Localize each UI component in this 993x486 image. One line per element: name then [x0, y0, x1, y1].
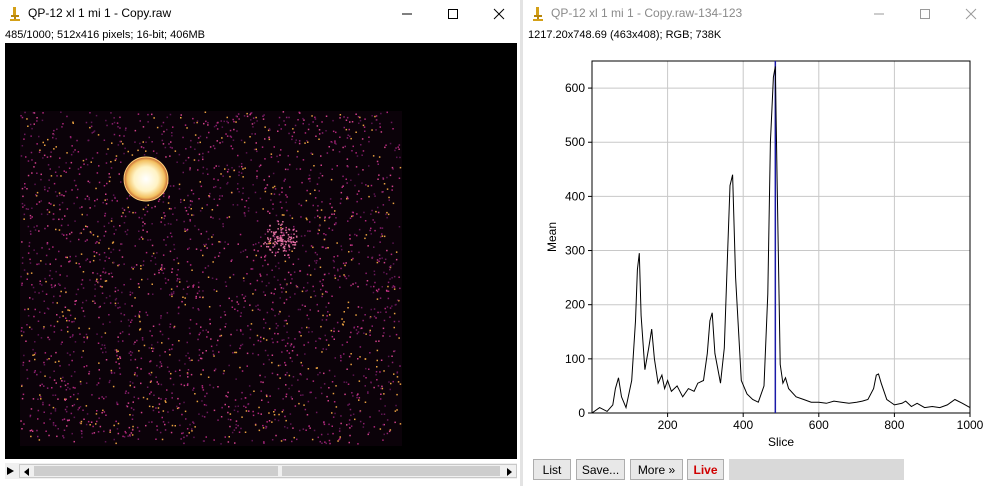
scroll-thumb[interactable]	[34, 466, 278, 476]
series-line	[591, 66, 971, 414]
window-separator	[520, 0, 523, 486]
x-axis-label: Slice	[768, 435, 794, 449]
more-button[interactable]: More »	[630, 459, 683, 480]
plot-window: QP-12 xl 1 mi 1 - Copy.raw-134-123 1217.…	[523, 0, 993, 486]
plot-area[interactable]: 200 400 600 800 1000 0 100 200 300 400 500 600 Slic…	[523, 43, 993, 453]
x-tick-label: 800	[884, 418, 904, 432]
x-tick-label: 1000	[957, 418, 984, 432]
close-icon	[965, 8, 977, 20]
y-tick-label: 400	[565, 189, 585, 203]
microscope-icon	[10, 7, 20, 21]
title-bar[interactable]: QP-12 xl 1 mi 1 - Copy.raw-134-123	[523, 0, 993, 28]
status-field	[729, 459, 904, 480]
scroll-left-icon[interactable]	[22, 467, 32, 477]
scroll-right-icon[interactable]	[504, 467, 514, 477]
close-button[interactable]	[476, 0, 520, 28]
x-tick-label: 600	[809, 418, 829, 432]
y-tick-label: 300	[565, 244, 585, 258]
live-button[interactable]: Live	[687, 459, 724, 480]
y-axis-label: Mean	[545, 222, 559, 252]
y-tick-label: 500	[565, 135, 585, 149]
scroll-track[interactable]	[19, 464, 517, 478]
image-window: QP-12 xl 1 mi 1 - Copy.raw 485/1000; 512…	[0, 0, 520, 479]
y-tick-label: 100	[565, 352, 585, 366]
minimize-button[interactable]	[856, 0, 902, 28]
list-button[interactable]: List	[533, 459, 571, 480]
scroll-track-remainder	[282, 466, 500, 476]
minimize-icon	[402, 13, 412, 15]
microscope-icon	[533, 7, 543, 21]
maximize-button[interactable]	[430, 0, 476, 28]
plot-buttons: List Save... More » Live	[523, 456, 993, 486]
maximize-button[interactable]	[902, 0, 948, 28]
play-icon[interactable]	[5, 463, 17, 479]
maximize-icon	[920, 9, 930, 19]
close-button[interactable]	[948, 0, 993, 28]
save-button[interactable]: Save...	[576, 459, 625, 480]
minimize-icon	[874, 13, 884, 15]
slice-scrollbar[interactable]	[5, 463, 517, 479]
y-tick-label: 0	[578, 406, 585, 420]
image-canvas[interactable]	[5, 43, 517, 459]
x-tick-label: 200	[658, 418, 678, 432]
image-info: 485/1000; 512x416 pixels; 16-bit; 406MB	[5, 29, 205, 41]
minimize-button[interactable]	[384, 0, 430, 28]
y-tick-label: 200	[565, 298, 585, 312]
x-tick-label: 400	[733, 418, 753, 432]
plot-info: 1217.20x748.69 (463x408); RGB; 738K	[528, 29, 722, 41]
close-icon	[493, 8, 505, 20]
window-title: QP-12 xl 1 mi 1 - Copy.raw	[28, 6, 172, 20]
mean-vs-slice-chart: 200 400 600 800 1000 0 100 200 300 400 500 600 Slic…	[545, 60, 984, 449]
window-title: QP-12 xl 1 mi 1 - Copy.raw-134-123	[551, 6, 743, 20]
maximize-icon	[448, 9, 458, 19]
y-tick-label: 600	[565, 81, 585, 95]
title-bar[interactable]: QP-12 xl 1 mi 1 - Copy.raw	[0, 0, 520, 28]
fluorescence-image	[5, 43, 517, 459]
